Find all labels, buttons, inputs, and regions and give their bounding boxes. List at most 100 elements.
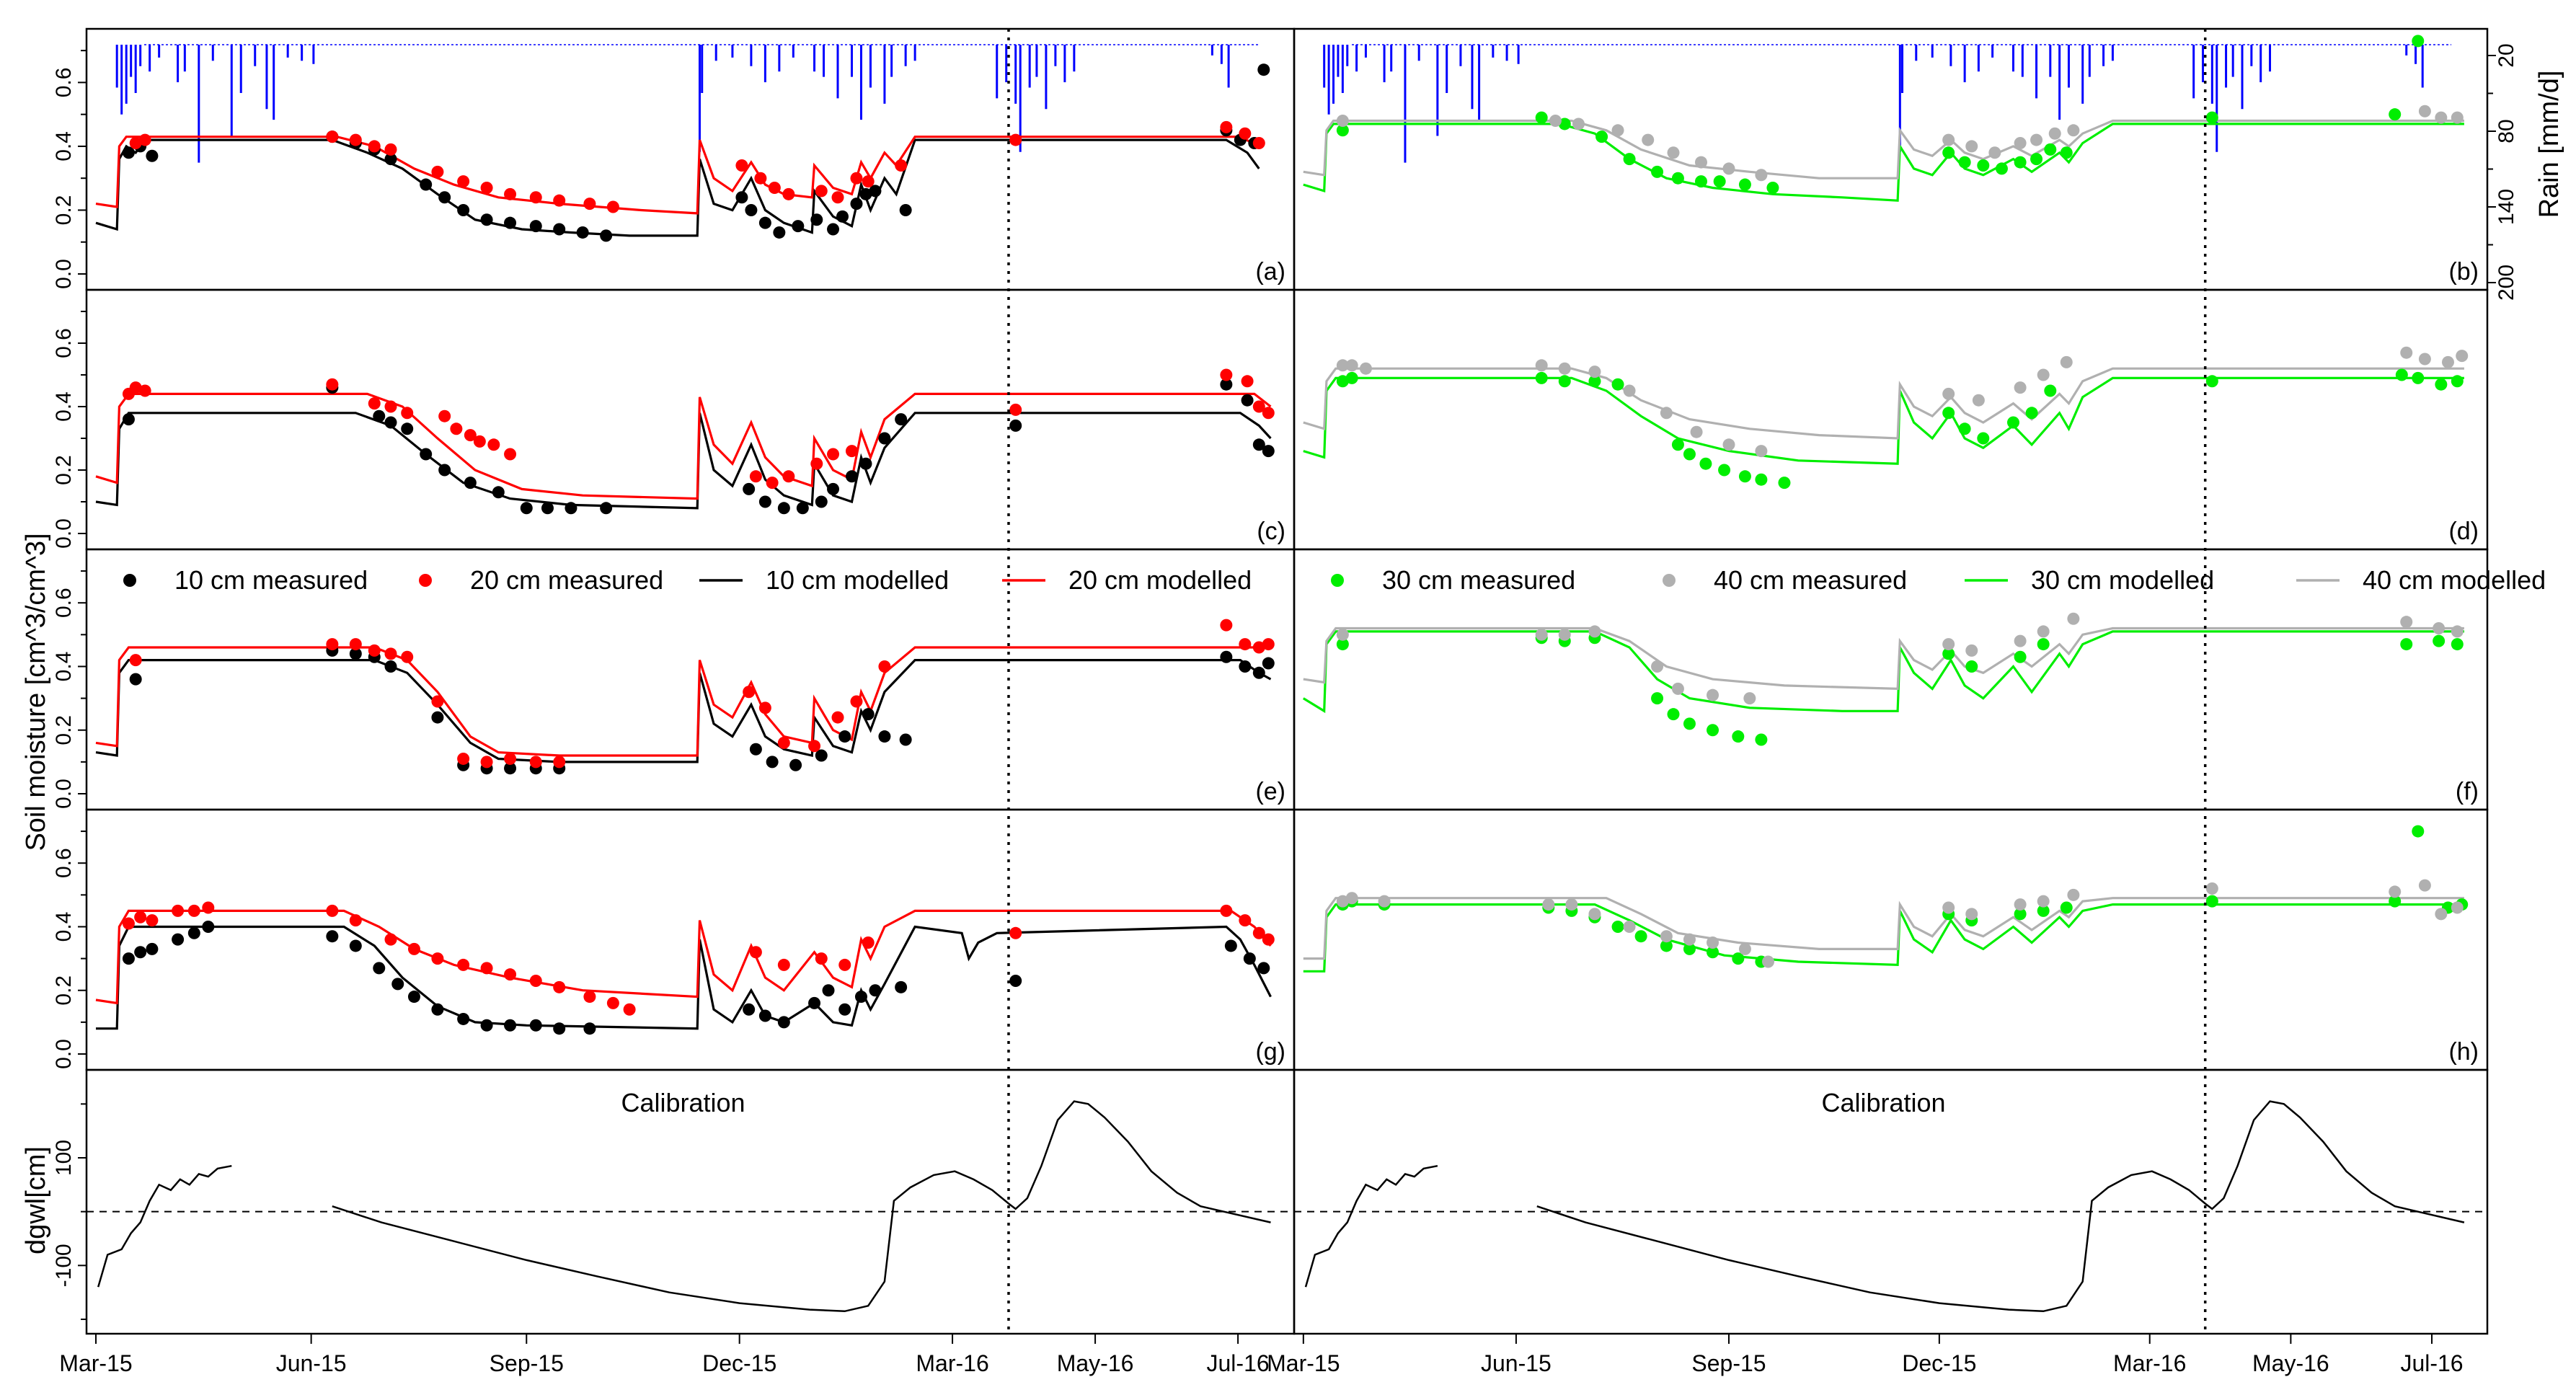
- data-point: [2441, 355, 2454, 368]
- data-point: [2014, 634, 2027, 647]
- data-point: [457, 958, 470, 971]
- data-point: [187, 926, 200, 939]
- data-point: [768, 181, 781, 194]
- data-point: [2451, 375, 2464, 388]
- y-tick-label: 0.6: [52, 328, 76, 358]
- data-point: [782, 470, 795, 483]
- rain-tick-label: 140: [2495, 189, 2518, 225]
- data-point: [349, 939, 362, 952]
- data-point: [187, 904, 200, 917]
- data-point: [349, 133, 362, 146]
- data-point: [878, 660, 891, 673]
- series-line: [1303, 367, 2464, 440]
- data-point: [373, 409, 386, 422]
- x-tick-label: Jul-16: [2400, 1350, 2463, 1376]
- y-tick-label: 0.0: [52, 779, 76, 809]
- data-point: [1220, 120, 1233, 133]
- data-point: [2412, 35, 2425, 48]
- data-point: [1671, 438, 1684, 451]
- data-point: [1755, 473, 1768, 486]
- data-point: [2030, 153, 2043, 166]
- data-point: [1660, 407, 1673, 420]
- data-point: [758, 216, 771, 229]
- data-point: [1336, 359, 1349, 372]
- data-point: [1239, 914, 1252, 927]
- data-point: [850, 695, 863, 708]
- data-point: [1262, 445, 1275, 458]
- data-point: [735, 159, 748, 172]
- data-point: [600, 229, 613, 242]
- data-point: [391, 978, 404, 991]
- data-point: [2037, 638, 2050, 651]
- legend-label: 40 cm modelled: [2363, 565, 2546, 595]
- rain-axis-label: Rain [mm/d]: [2534, 71, 2564, 218]
- panel-label: (c): [1257, 518, 1285, 545]
- data-point: [2205, 375, 2218, 388]
- data-point: [1942, 133, 1955, 146]
- data-point: [553, 980, 566, 993]
- data-point: [146, 942, 159, 955]
- series-line: [1303, 376, 2464, 465]
- data-point: [749, 470, 762, 483]
- legend-marker: [1331, 574, 1344, 587]
- data-point: [457, 203, 470, 216]
- data-point: [899, 203, 912, 216]
- data-point: [1243, 952, 1256, 965]
- data-point: [777, 502, 790, 515]
- data-point: [895, 413, 908, 426]
- data-point: [2205, 882, 2218, 895]
- data-point: [838, 1003, 851, 1016]
- data-point: [326, 904, 339, 917]
- data-point: [1942, 407, 1955, 420]
- data-point: [129, 137, 142, 150]
- data-point: [438, 464, 451, 477]
- data-point: [504, 968, 517, 981]
- data-point: [815, 185, 828, 198]
- data-point: [576, 226, 589, 239]
- data-point: [743, 686, 756, 699]
- data-point: [1988, 146, 2001, 159]
- data-point: [384, 153, 397, 166]
- y-tick-label: 0.2: [52, 975, 76, 1006]
- data-point: [1738, 942, 1751, 955]
- data-point: [1588, 908, 1601, 921]
- data-point: [384, 143, 397, 156]
- x-tick-label: Mar-16: [2113, 1350, 2186, 1376]
- data-point: [869, 984, 882, 997]
- data-point: [1683, 933, 1696, 946]
- data-point: [1220, 904, 1233, 917]
- series-line: [95, 136, 1260, 215]
- x-tick-label: Dec-15: [702, 1350, 776, 1376]
- data-point: [1558, 628, 1571, 641]
- legend-label: 20 cm measured: [470, 565, 663, 595]
- data-point: [1965, 660, 1978, 673]
- data-point: [1762, 955, 1775, 968]
- data-point: [553, 194, 566, 207]
- data-point: [1262, 933, 1275, 946]
- data-point: [895, 159, 908, 172]
- data-point: [1009, 419, 1022, 432]
- data-point: [869, 185, 882, 198]
- data-point: [2006, 416, 2019, 429]
- data-point: [2037, 904, 2050, 917]
- data-point: [146, 914, 159, 927]
- data-point: [1683, 717, 1696, 730]
- data-point: [808, 740, 821, 753]
- calibration-label: Calibration: [1821, 1088, 1945, 1117]
- data-point: [368, 140, 381, 153]
- y-tick-label: 0.2: [52, 455, 76, 485]
- panel-label: (b): [2448, 258, 2479, 285]
- data-point: [326, 930, 339, 943]
- data-point: [2412, 371, 2425, 384]
- data-point: [606, 200, 619, 213]
- data-point: [1732, 952, 1745, 965]
- legend-label: 30 cm modelled: [2031, 565, 2214, 595]
- data-point: [2451, 625, 2464, 638]
- data-point: [1942, 901, 1955, 914]
- data-point: [1683, 942, 1696, 955]
- series-line: [1302, 630, 2464, 714]
- data-point: [1642, 133, 1655, 146]
- data-point: [349, 647, 362, 660]
- data-point: [202, 901, 215, 914]
- series-line: [1303, 119, 2464, 180]
